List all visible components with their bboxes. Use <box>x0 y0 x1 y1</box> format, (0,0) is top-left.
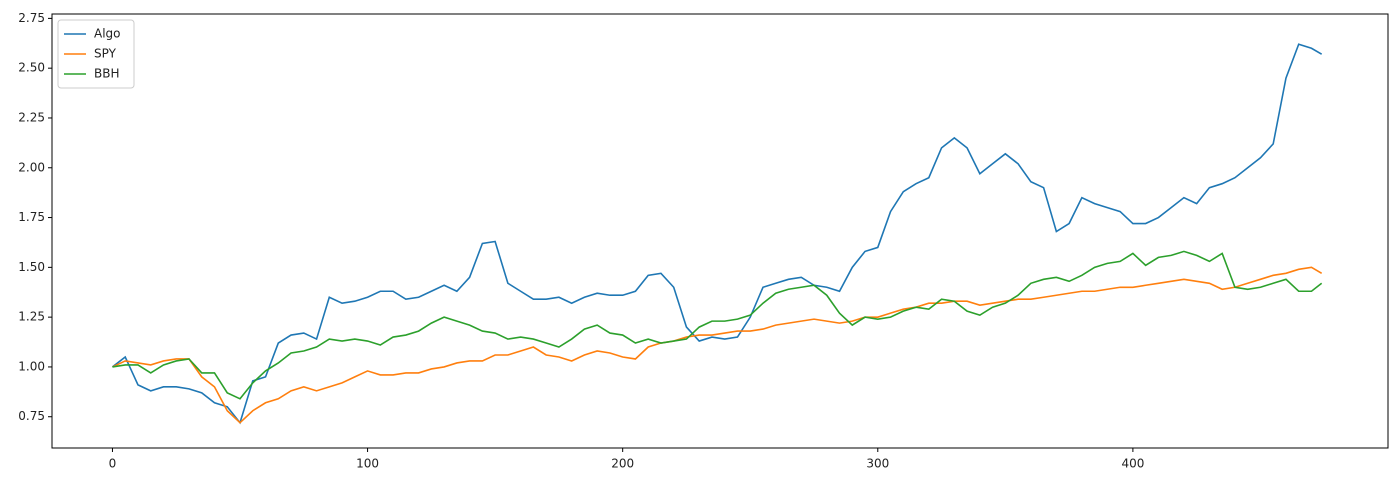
legend-label: BBH <box>94 67 120 81</box>
x-tick-label: 200 <box>611 457 634 471</box>
y-tick-label: 2.50 <box>18 61 45 75</box>
legend-label: SPY <box>94 47 117 61</box>
y-tick-label: 2.00 <box>18 160 45 174</box>
y-tick-label: 1.50 <box>18 260 45 274</box>
legend-box <box>57 19 135 89</box>
y-tick-label: 2.25 <box>18 110 45 124</box>
y-tick-label: 1.00 <box>18 359 45 373</box>
x-tick-label: 300 <box>866 457 889 471</box>
x-tick-label: 100 <box>356 457 379 471</box>
legend-label: Algo <box>94 27 121 41</box>
line-series <box>112 250 1323 400</box>
x-tick-label: 0 <box>109 457 117 471</box>
y-tick-label: 0.75 <box>18 409 45 423</box>
x-tick-label: 400 <box>1121 457 1144 471</box>
y-tick-label: 2.75 <box>18 11 45 25</box>
line-series <box>112 266 1323 424</box>
y-tick-label: 1.75 <box>18 210 45 224</box>
plot-frame <box>51 13 1389 449</box>
y-tick-label: 1.25 <box>18 310 45 324</box>
line-series <box>111 43 1323 425</box>
